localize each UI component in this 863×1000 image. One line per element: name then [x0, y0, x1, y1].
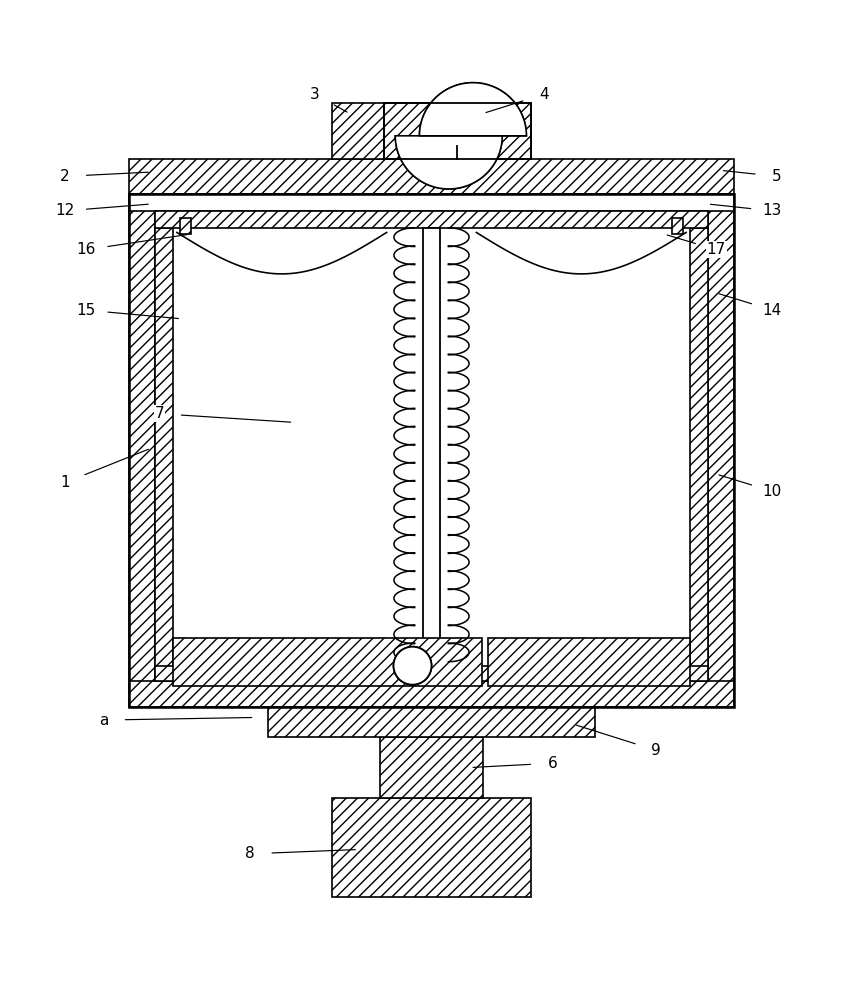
Bar	[129, 194, 155, 707]
Bar	[332, 103, 384, 159]
Bar	[173, 638, 482, 686]
Bar	[129, 159, 734, 194]
Text: 6: 6	[547, 756, 557, 771]
Bar	[332, 798, 531, 897]
Bar	[690, 228, 708, 681]
Bar	[708, 194, 734, 707]
Text: 5: 5	[772, 169, 782, 184]
Polygon shape	[395, 136, 502, 189]
Text: 3: 3	[310, 87, 320, 102]
Text: 17: 17	[707, 242, 726, 257]
Text: 2: 2	[60, 169, 70, 184]
Text: 13: 13	[763, 203, 782, 218]
Bar	[129, 194, 734, 211]
Text: 15: 15	[77, 303, 96, 318]
Text: 10: 10	[763, 484, 782, 499]
Text: 14: 14	[763, 303, 782, 318]
Bar	[380, 737, 483, 798]
Text: 8: 8	[245, 846, 255, 861]
Bar	[155, 228, 173, 681]
Bar	[129, 194, 734, 707]
Text: a: a	[99, 713, 108, 728]
Bar	[268, 707, 595, 737]
Text: 16: 16	[77, 242, 96, 257]
Bar	[155, 211, 708, 228]
Bar	[672, 218, 683, 234]
Text: 1: 1	[60, 475, 70, 490]
Bar	[423, 228, 440, 661]
Circle shape	[394, 647, 432, 685]
Bar	[155, 666, 708, 681]
Text: 4: 4	[539, 87, 549, 102]
Polygon shape	[419, 83, 526, 136]
Text: 12: 12	[55, 203, 74, 218]
Circle shape	[394, 647, 432, 685]
Text: 7: 7	[154, 406, 165, 421]
Polygon shape	[395, 136, 502, 189]
Bar	[384, 103, 531, 159]
Bar	[180, 218, 191, 234]
Polygon shape	[419, 83, 526, 136]
Bar	[384, 103, 531, 159]
Bar	[488, 638, 690, 686]
Text: 9: 9	[651, 743, 661, 758]
Bar	[129, 681, 734, 707]
